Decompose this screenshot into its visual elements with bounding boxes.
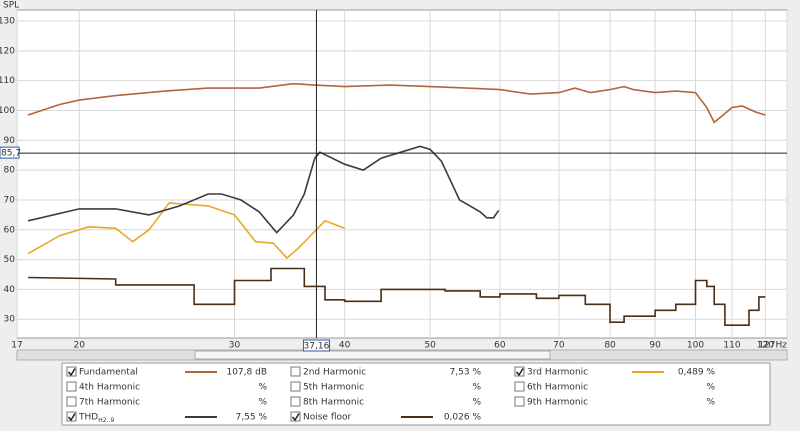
plot-area [16, 9, 788, 339]
y-tick-label: 130 [0, 17, 15, 27]
x-tick-label: 80 [604, 341, 616, 351]
cursor-x-label: 37,16 [304, 342, 330, 352]
checkbox[interactable] [66, 411, 77, 422]
legend-label: 3rd Harmonic [527, 368, 588, 378]
legend-readout: % [258, 398, 267, 408]
y-tick-label: 50 [4, 255, 16, 265]
checkbox[interactable] [290, 396, 301, 407]
y-tick-label: 90 [4, 136, 16, 146]
x-tick-label: 90 [649, 341, 661, 351]
y-axis-label: SPL [3, 1, 19, 11]
legend-readout: 107,8 dB [226, 368, 267, 378]
check-mark [67, 413, 76, 422]
x-tick-label: 50 [424, 341, 436, 351]
y-tick-label: 110 [0, 76, 15, 86]
cursor-box [302, 339, 330, 352]
series-line [27, 202, 345, 260]
y-tick-label: 80 [4, 166, 16, 176]
legend-readout: % [472, 383, 481, 393]
legend-readout: 7,53 % [450, 368, 482, 378]
check-mark [291, 413, 300, 422]
check-mark [67, 368, 76, 377]
legend-label: 8th Harmonic [303, 398, 364, 408]
checkbox[interactable] [66, 366, 77, 377]
legend-panel [61, 362, 771, 426]
y-tick-label: 120 [0, 46, 15, 56]
legend-subscript: H2..9 [98, 417, 114, 424]
x-tick-label: 70 [553, 341, 565, 351]
y-tick-label: 100 [0, 106, 15, 116]
legend-label: THDH2..9 [78, 413, 114, 424]
checkbox[interactable] [66, 396, 77, 407]
legend-label: 2nd Harmonic [303, 368, 366, 378]
series-line [27, 145, 500, 234]
x-tick-label: 127Hz [758, 341, 787, 351]
x-tick-label: 100 [687, 341, 704, 351]
x-tick-label: 120 [757, 341, 774, 351]
checkbox[interactable] [66, 381, 77, 392]
checkbox[interactable] [290, 411, 301, 422]
x-tick-label: 20 [74, 341, 86, 351]
y-tick-label: 70 [4, 195, 16, 205]
checkbox[interactable] [290, 366, 301, 377]
legend-label: 7th Harmonic [79, 398, 140, 408]
x-tick-label: 17 [11, 341, 22, 351]
y-tick-label: 60 [4, 225, 16, 235]
y-tick-label: 40 [4, 285, 16, 295]
x-tick-label: 110 [723, 341, 740, 351]
legend-readout: % [472, 398, 481, 408]
series-line [27, 82, 766, 124]
x-tick-label: 40 [339, 341, 351, 351]
y-tick-label: 30 [4, 315, 16, 325]
legend-readout: 7,55 % [236, 413, 268, 423]
legend-readout: % [706, 398, 715, 408]
scroll-thumb[interactable] [194, 350, 551, 360]
checkbox[interactable] [514, 366, 525, 377]
legend-label: Noise floor [303, 413, 352, 423]
cursor-box [0, 146, 20, 159]
cursor-y-label: 85,7 [1, 149, 21, 159]
legend-label: 6th Harmonic [527, 383, 588, 393]
checkbox[interactable] [514, 396, 525, 407]
legend-label: Fundamental [79, 368, 138, 378]
checkbox[interactable] [290, 381, 301, 392]
checkbox[interactable] [514, 381, 525, 392]
legend-label: 9th Harmonic [527, 398, 588, 408]
series-line [28, 267, 766, 326]
legend-readout: % [258, 383, 267, 393]
legend-readout: % [706, 383, 715, 393]
x-tick-label: 60 [494, 341, 506, 351]
legend-readout: 0,489 % [678, 368, 716, 378]
x-tick-label: 30 [229, 341, 241, 351]
legend-readout: 0,026 % [444, 413, 482, 423]
legend-label: 4th Harmonic [79, 383, 140, 393]
legend-label: 5th Harmonic [303, 383, 364, 393]
check-mark [515, 368, 524, 377]
